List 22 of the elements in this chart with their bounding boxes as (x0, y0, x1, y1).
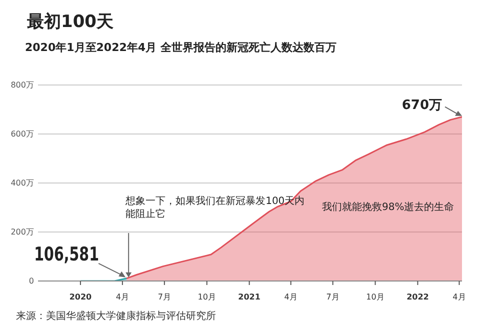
y-tick-label: 200万 (10, 228, 34, 236)
chart-subtitle: 2020年1月至2022年4月 全世界报告的新冠死亡人数达数百万 (25, 40, 336, 55)
x-tick-label: 2021 (238, 292, 261, 302)
annotation: 想象一下，如果我们在新冠暴发100天内能阻止它 (126, 195, 306, 221)
annotation: 106,581 (34, 242, 100, 265)
y-tick-label: 400万 (10, 178, 34, 188)
x-tick-label: 4月 (452, 292, 466, 302)
x-tick-label: 2022 (406, 292, 429, 302)
x-tick-label: 10月 (366, 292, 384, 302)
x-tick-label: 10月 (198, 292, 216, 302)
chart-title: 最初100天 (27, 11, 114, 33)
annotation: 我们就能挽救98%逝去的生命 (322, 200, 454, 214)
y-tick-label: 800万 (10, 80, 34, 90)
y-tick-label: 600万 (10, 130, 34, 138)
x-tick-label: 7月 (158, 292, 171, 302)
x-tick-label: 2020 (69, 292, 92, 302)
x-tick-label: 4月 (116, 292, 129, 302)
x-tick-label: 7月 (326, 292, 340, 302)
source-note: 来源：美国华盛顿大学健康指标与评估研究所 (16, 310, 216, 323)
annotation: 670万 (402, 98, 442, 113)
y-tick-label: 0 (28, 276, 34, 286)
x-tick-label: 4月 (284, 292, 298, 302)
